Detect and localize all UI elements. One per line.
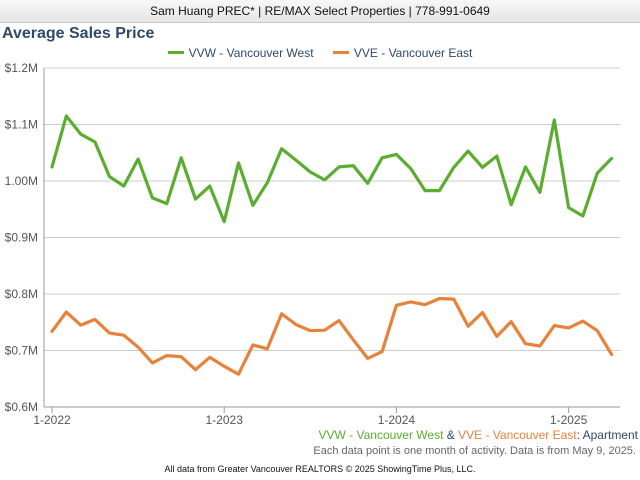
legend-item-east[interactable]: VVE - Vancouver East [332,46,473,60]
y-tick-label: 1.00M [5,174,38,188]
grid-lines [44,67,620,408]
y-tick-label: $0.9M [5,231,38,245]
series-lines [50,114,614,376]
y-tick-label: $0.6M [5,400,38,414]
chart-title: Average Sales Price [2,25,155,42]
chart-legend: VVW - Vancouver West VVE - Vancouver Eas… [0,46,640,60]
x-tick-label: 1-2025 [550,413,588,427]
x-tick-label: 1-2022 [33,413,71,427]
series-line-east [50,296,614,376]
footer-legend-east: VVE - Vancouver East [458,428,577,442]
footer-legend: VVW - Vancouver West & VVE - Vancouver E… [318,428,638,442]
data-credit: All data from Greater Vancouver REALTORS… [164,464,476,474]
y-tick-label: $0.7M [5,344,38,358]
y-tick-label: $0.8M [5,287,38,301]
legend-item-west[interactable]: VVW - Vancouver West [167,46,314,60]
y-axis: $1.2M $1.1M 1.00M $0.9M $0.8M $0.7M $0.6M [5,61,45,414]
x-axis: 1-2022 1-2023 1-2024 1-2025 [33,406,620,427]
footer-legend-amp: & [446,428,455,442]
footer-legend-type: : Apartment [576,428,638,442]
legend-swatch-east [332,51,349,55]
legend-swatch-west [167,51,184,55]
legend-label-west: VVW - Vancouver West [188,46,314,60]
y-tick-label: $1.1M [5,118,38,132]
legend-label-east: VVE - Vancouver East [353,46,473,60]
series-line-west [50,114,614,224]
x-tick-label: 1-2024 [378,413,416,427]
data-note: Each data point is one month of activity… [313,445,636,457]
y-tick-label: $1.2M [5,61,38,75]
footer-legend-west: VVW - Vancouver West [318,428,444,442]
header-bar: Sam Huang PREC* | RE/MAX Select Properti… [0,0,640,23]
header-text: Sam Huang PREC* | RE/MAX Select Properti… [150,4,490,18]
x-tick-label: 1-2023 [206,413,244,427]
